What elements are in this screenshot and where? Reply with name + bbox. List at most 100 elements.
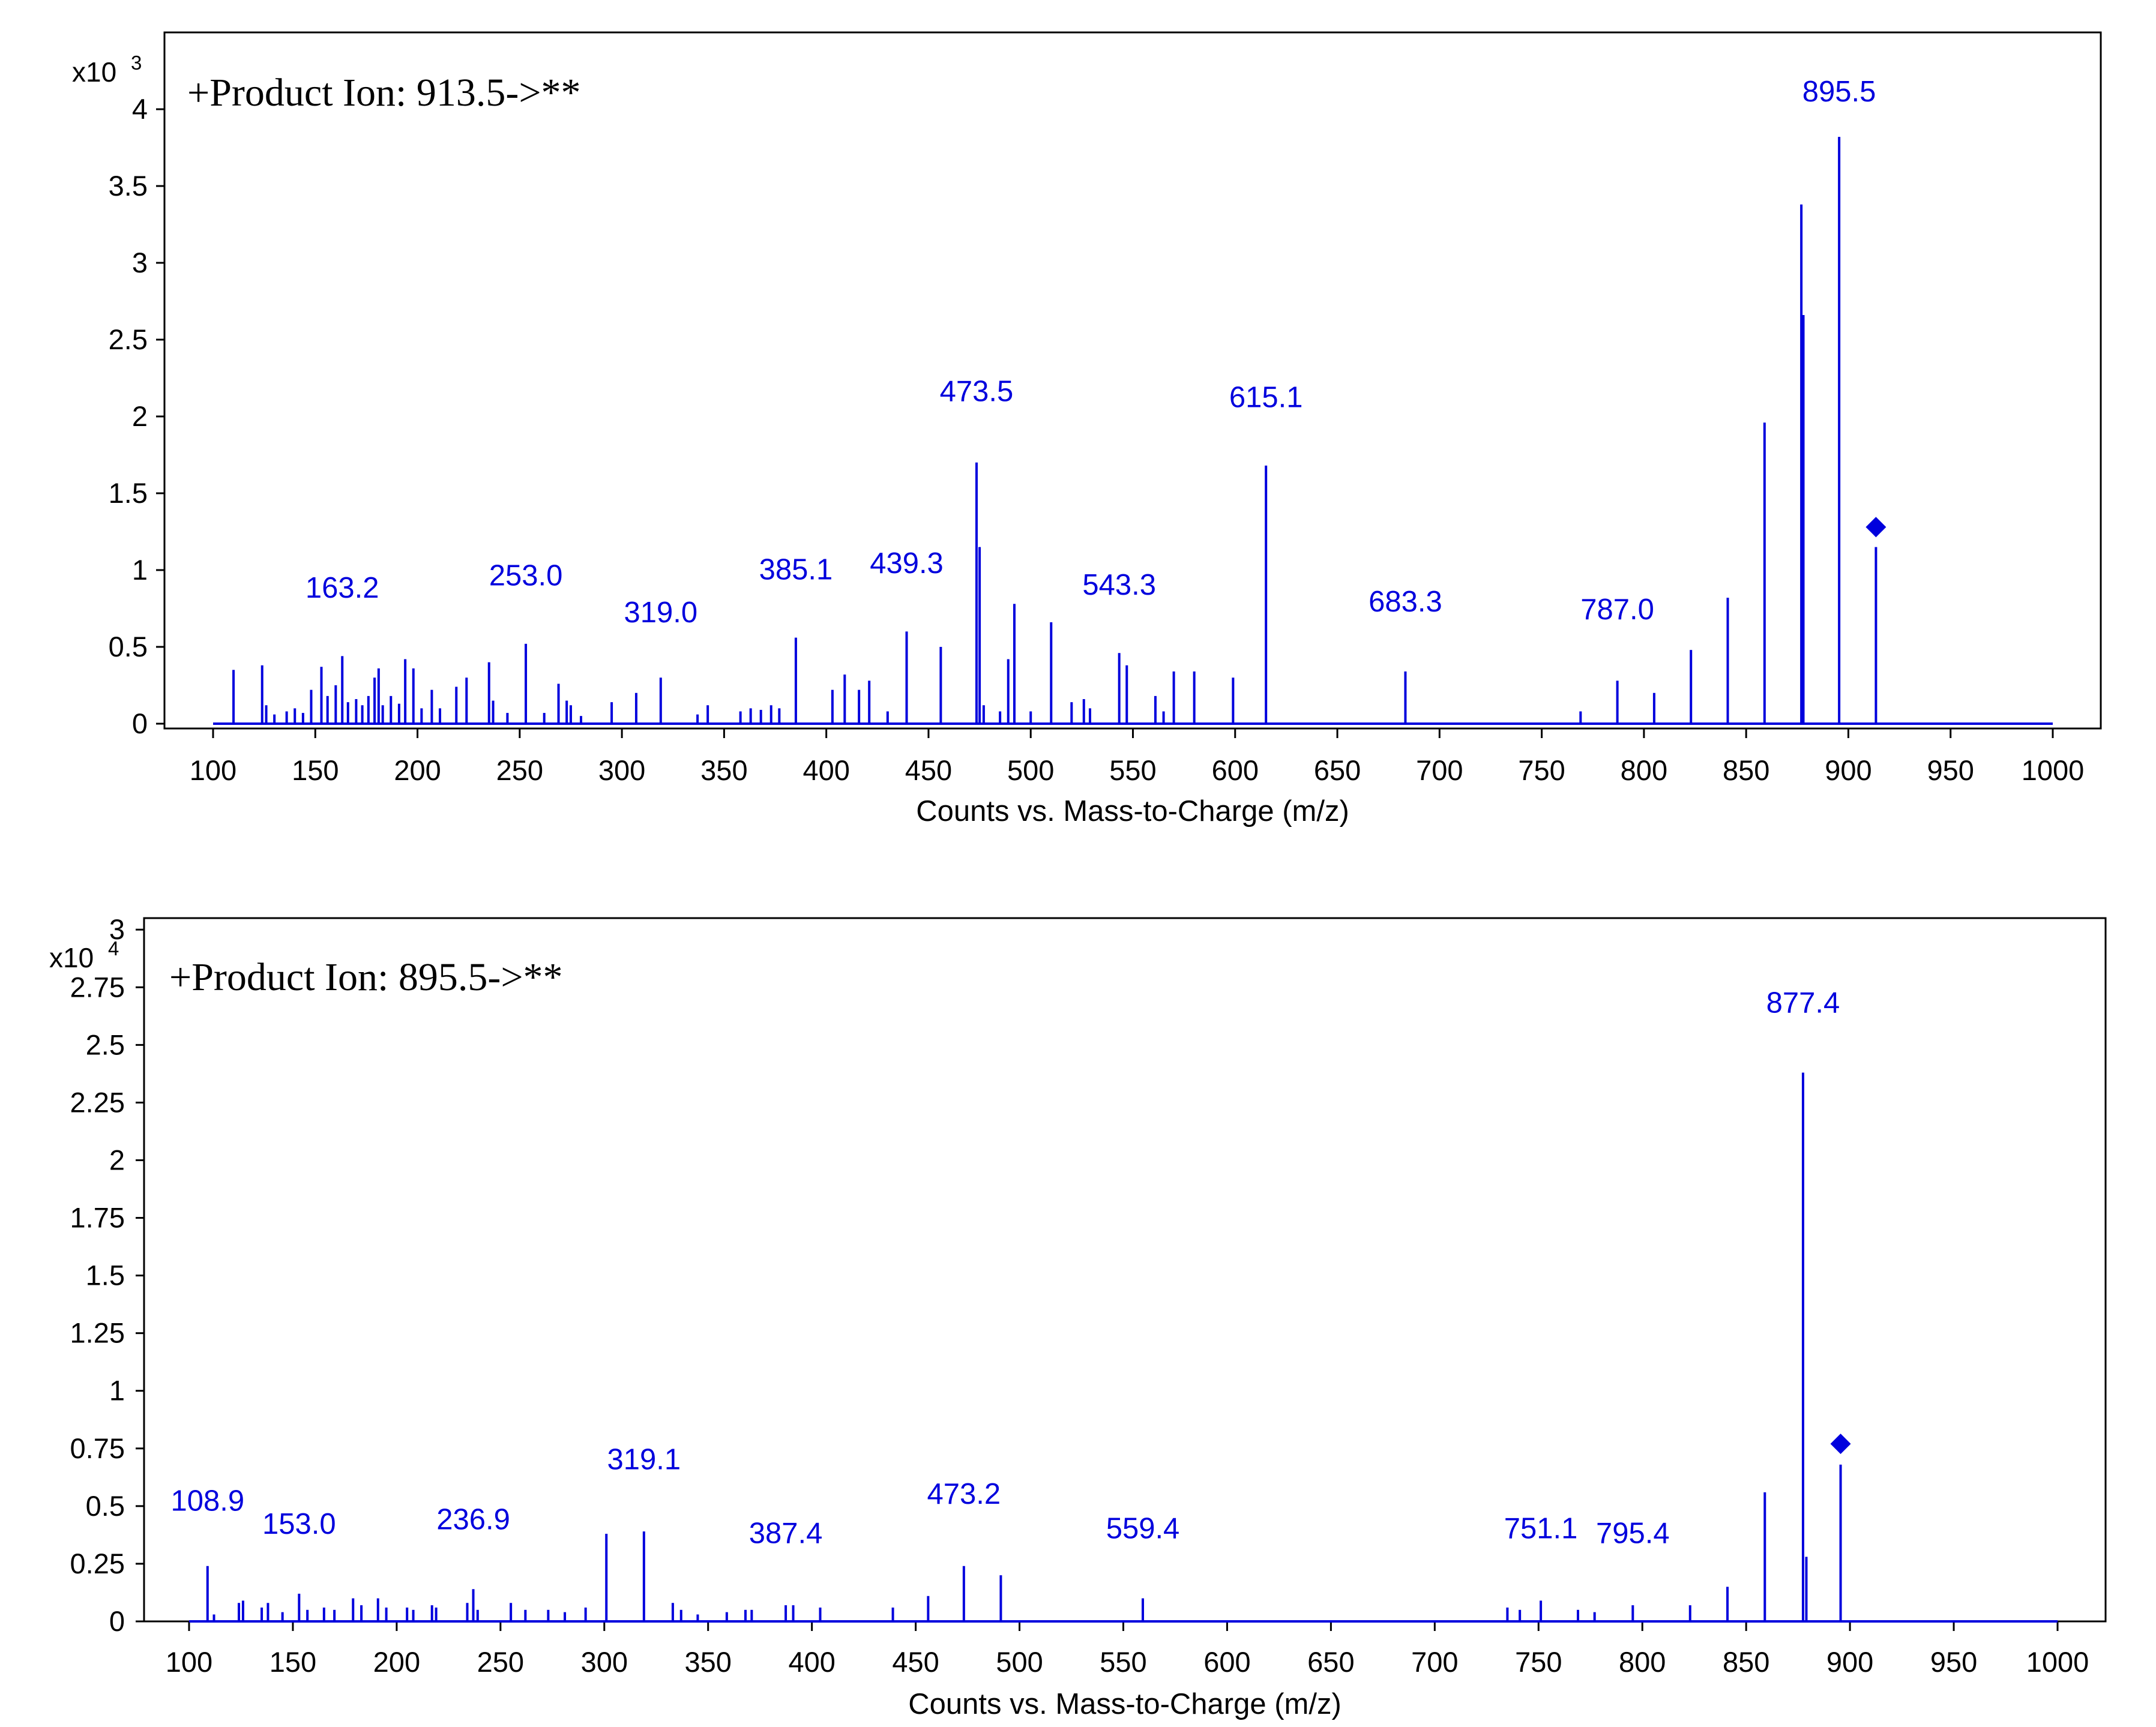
x-tick-label: 300 [581,1646,628,1678]
y-tick-label: 3 [109,913,125,945]
y-multiplier-exponent: 4 [108,937,119,960]
peak-label: 615.1 [1229,382,1303,414]
peak-label: 473.5 [940,375,1014,407]
x-tick-label: 1000 [2022,754,2085,786]
y-tick-label: 0.5 [86,1490,125,1522]
y-tick-label: 2 [109,1144,125,1176]
y-tick-label: 1.5 [86,1260,125,1291]
x-tick-label: 800 [1621,754,1667,786]
x-tick-label: 500 [996,1646,1043,1678]
x-tick-label: 750 [1518,754,1565,786]
peak-label: 787.0 [1580,593,1654,626]
peak-label: 319.1 [607,1443,681,1476]
peak-label: 473.2 [927,1478,1001,1510]
y-tick-label: 2 [132,400,148,432]
x-tick-label: 650 [1307,1646,1354,1678]
x-tick-label: 950 [1930,1646,1977,1678]
panel-title: +Product Ion: 895.5->** [169,955,563,999]
x-tick-label: 350 [700,754,747,786]
peak-label: 319.0 [624,596,698,629]
x-tick-label: 500 [1007,754,1054,786]
spectrum-panel-b: x10 4 +Product Ion: 895.5->** Counts vs.… [49,913,2107,1720]
x-tick-label: 900 [1825,754,1871,786]
peak-labels: 108.9 153.0 236.9 319.1 387.4 473.2 559.4 751.1… [170,987,1840,1550]
y-tick-label: 1.5 [109,477,148,509]
spectrum-panel-a: x10 3 +Product Ion: 913.5->** Counts vs.… [72,31,2102,827]
x-tick-label: 600 [1203,1646,1250,1678]
x-tick-label: 850 [1723,754,1769,786]
y-tick-label: 2.5 [109,323,148,355]
x-tick-label: 150 [270,1646,316,1678]
peak-label: 895.5 [1802,76,1876,108]
x-tick-label: 700 [1411,1646,1458,1678]
x-tick-label: 600 [1212,754,1259,786]
x-tick-label: 750 [1515,1646,1562,1678]
y-tick-label: 2.25 [70,1086,125,1118]
peak-label: 751.1 [1504,1513,1578,1545]
y-tick-label: 1.75 [70,1202,125,1234]
x-tick-label: 250 [496,754,543,786]
axis-ticks: 100 150 200 250 300 350 400 450 500 550 600 650 700 7… [109,93,2085,786]
x-tick-label: 450 [905,754,952,786]
y-tick-label: 2.5 [86,1029,125,1060]
x-tick-label: 400 [788,1646,835,1678]
x-tick-label: 950 [1927,754,1974,786]
x-tick-label: 400 [802,754,849,786]
y-tick-label: 0 [109,1605,125,1637]
peak-label: 236.9 [436,1503,510,1536]
precursor-diamond-marker [1865,517,1886,538]
x-tick-label: 550 [1100,1646,1146,1678]
x-tick-label: 450 [892,1646,939,1678]
y-multiplier: x10 [72,56,116,88]
x-axis-title: Counts vs. Mass-to-Charge (m/z) [916,795,1349,827]
x-tick-label: 550 [1109,754,1156,786]
peak-label: 385.1 [759,553,833,586]
y-multiplier: x10 [49,942,94,973]
x-tick-label: 900 [1826,1646,1873,1678]
y-tick-label: 1 [132,554,148,586]
peak-label: 153.0 [262,1508,336,1540]
peak-label: 439.3 [870,547,944,580]
peak-label: 108.9 [170,1485,244,1518]
x-tick-label: 150 [292,754,339,786]
axis-ticks: 100 150 200 250 300 350 400 450 500 550 600 650 700 7… [70,913,2089,1678]
peak-label: 253.0 [489,560,563,592]
x-tick-label: 700 [1416,754,1463,786]
x-tick-label: 250 [477,1646,524,1678]
y-tick-label: 1 [109,1375,125,1407]
y-tick-label: 1.25 [70,1317,125,1349]
x-tick-label: 100 [166,1646,212,1678]
y-tick-label: 0.75 [70,1432,125,1464]
x-tick-label: 200 [373,1646,420,1678]
peak-lines [213,137,2053,725]
peak-label: 559.4 [1106,1513,1180,1545]
y-tick-label: 3.5 [109,170,148,202]
x-axis-title: Counts vs. Mass-to-Charge (m/z) [908,1688,1341,1720]
x-tick-label: 650 [1314,754,1361,786]
peak-label: 683.3 [1369,586,1442,618]
panel-title: +Product Ion: 913.5->** [187,71,581,115]
peak-label: 795.4 [1596,1517,1670,1549]
y-tick-label: 0.5 [109,631,148,662]
plot-frame [163,31,2102,730]
peak-label: 543.3 [1082,569,1156,601]
y-tick-label: 2.75 [70,971,125,1003]
peak-label: 877.4 [1766,987,1840,1020]
x-tick-label: 1000 [2026,1646,2089,1678]
x-tick-label: 800 [1619,1646,1666,1678]
y-tick-label: 0.25 [70,1548,125,1579]
y-tick-label: 0 [132,707,148,739]
peak-lines [189,1072,2058,1623]
peak-label: 163.2 [306,572,379,604]
x-tick-label: 850 [1723,1646,1769,1678]
y-multiplier-exponent: 3 [131,52,142,74]
y-tick-label: 3 [132,247,148,278]
precursor-diamond-marker [1830,1434,1851,1455]
x-tick-label: 300 [598,754,645,786]
peak-labels: 163.2 253.0 319.0 385.1 439.3 473.5 543.3 615.1… [306,76,1876,629]
x-tick-label: 200 [394,754,441,786]
x-tick-label: 100 [190,754,236,786]
x-tick-label: 350 [685,1646,732,1678]
y-tick-label: 4 [132,93,148,125]
